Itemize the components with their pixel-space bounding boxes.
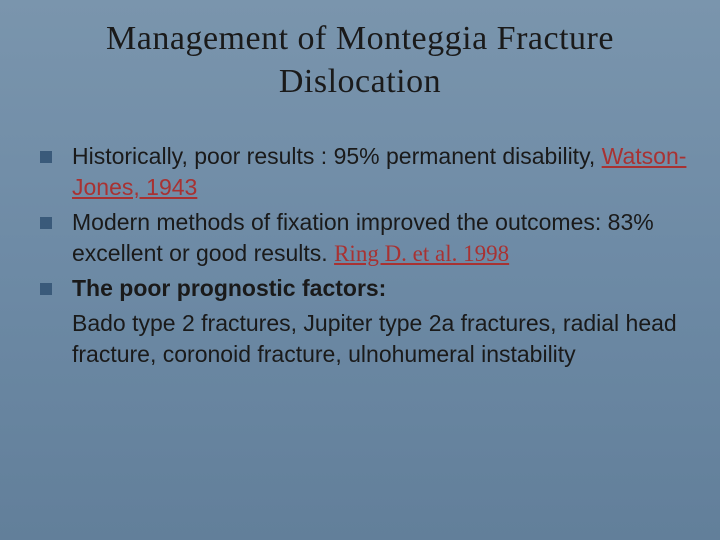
slide-title: Management of Monteggia Fracture Disloca… xyxy=(28,18,692,103)
slide-container: Management of Monteggia Fracture Disloca… xyxy=(0,0,720,540)
content-area: Historically, poor results : 95% permane… xyxy=(28,141,692,370)
square-bullet-icon xyxy=(40,217,52,229)
bullet-ref: The poor prognostic factors: xyxy=(72,275,386,301)
bullet-text: Historically, poor results : 95% permane… xyxy=(72,141,692,203)
bullet-text: The poor prognostic factors: xyxy=(72,273,386,304)
bullet-item: The poor prognostic factors: xyxy=(40,273,692,304)
bullet-item: Historically, poor results : 95% permane… xyxy=(40,141,692,203)
bullet-ref: Ring D. et al. 1998 xyxy=(334,241,509,266)
bullet-item: Modern methods of fixation improved the … xyxy=(40,207,692,269)
square-bullet-icon xyxy=(40,151,52,163)
bullet-text: Modern methods of fixation improved the … xyxy=(72,207,692,269)
bullet-pre: Historically, poor results : 95% permane… xyxy=(72,143,602,169)
sub-text: Bado type 2 fractures, Jupiter type 2a f… xyxy=(72,308,692,370)
square-bullet-icon xyxy=(40,283,52,295)
